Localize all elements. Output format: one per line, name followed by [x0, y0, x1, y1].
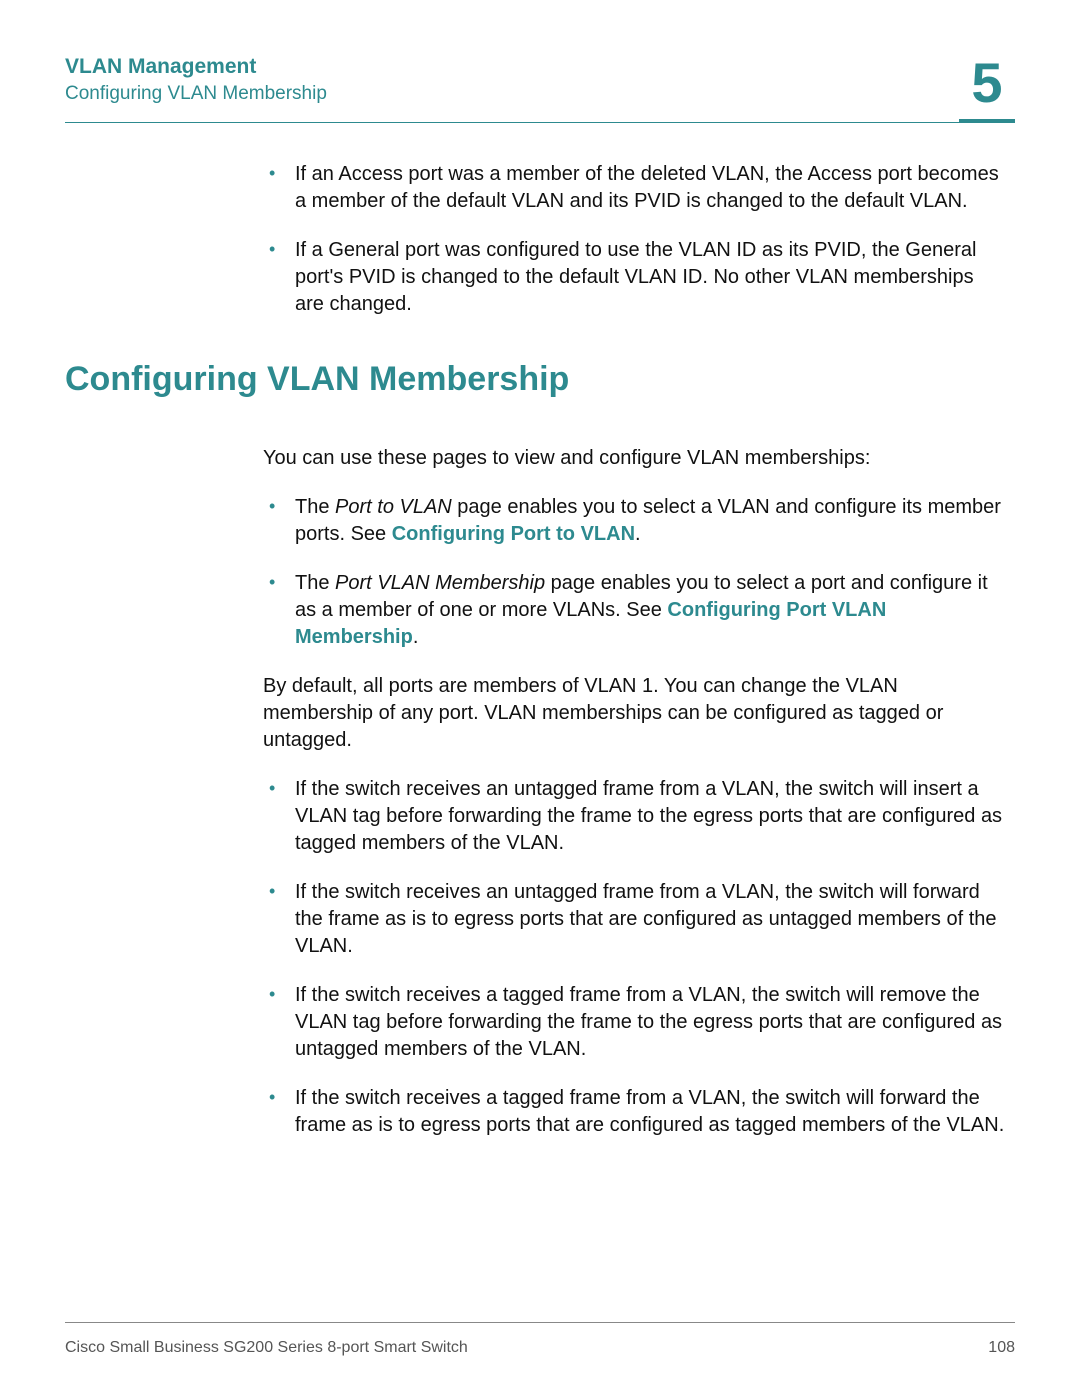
content: If an Access port was a member of the de…: [65, 123, 1015, 1322]
chapter-title: VLAN Management: [65, 55, 939, 79]
paragraph: You can use these pages to view and conf…: [263, 445, 1005, 472]
header-left: VLAN Management Configuring VLAN Members…: [65, 55, 939, 119]
section-heading: Configuring VLAN Membership: [65, 360, 1015, 399]
link-port-to-vlan[interactable]: Configuring Port to VLAN: [392, 523, 635, 545]
section-body: You can use these pages to view and conf…: [263, 445, 1005, 1139]
italic-text: Port VLAN Membership: [335, 572, 545, 594]
behavior-bullet-list: If the switch receives an untagged frame…: [263, 776, 1005, 1139]
list-item: If an Access port was a member of the de…: [263, 161, 1005, 215]
chapter-number-box: 5: [959, 55, 1015, 122]
list-item: If the switch receives a tagged frame fr…: [263, 1085, 1005, 1139]
list-item: The Port to VLAN page enables you to sel…: [263, 494, 1005, 548]
list-item: If the switch receives a tagged frame fr…: [263, 982, 1005, 1063]
page-footer: Cisco Small Business SG200 Series 8-port…: [65, 1322, 1015, 1357]
page-header: VLAN Management Configuring VLAN Members…: [65, 55, 1015, 122]
list-item: If the switch receives an untagged frame…: [263, 776, 1005, 857]
text: .: [635, 523, 641, 545]
list-item: The Port VLAN Membership page enables yo…: [263, 570, 1005, 651]
intro-bullet-list: If an Access port was a member of the de…: [263, 161, 1005, 318]
chapter-number: 5: [965, 55, 1008, 111]
text: The: [295, 572, 335, 594]
paragraph: By default, all ports are members of VLA…: [263, 673, 1005, 754]
italic-text: Port to VLAN: [335, 496, 452, 518]
page-number: 108: [988, 1339, 1015, 1357]
text: .: [413, 626, 419, 648]
page: VLAN Management Configuring VLAN Members…: [0, 0, 1080, 1397]
text: The: [295, 496, 335, 518]
intro-block: If an Access port was a member of the de…: [263, 161, 1005, 318]
section-subtitle: Configuring VLAN Membership: [65, 83, 939, 105]
list-item: If a General port was configured to use …: [263, 237, 1005, 318]
list-item: If the switch receives an untagged frame…: [263, 879, 1005, 960]
footer-left: Cisco Small Business SG200 Series 8-port…: [65, 1339, 468, 1357]
pages-bullet-list: The Port to VLAN page enables you to sel…: [263, 494, 1005, 651]
